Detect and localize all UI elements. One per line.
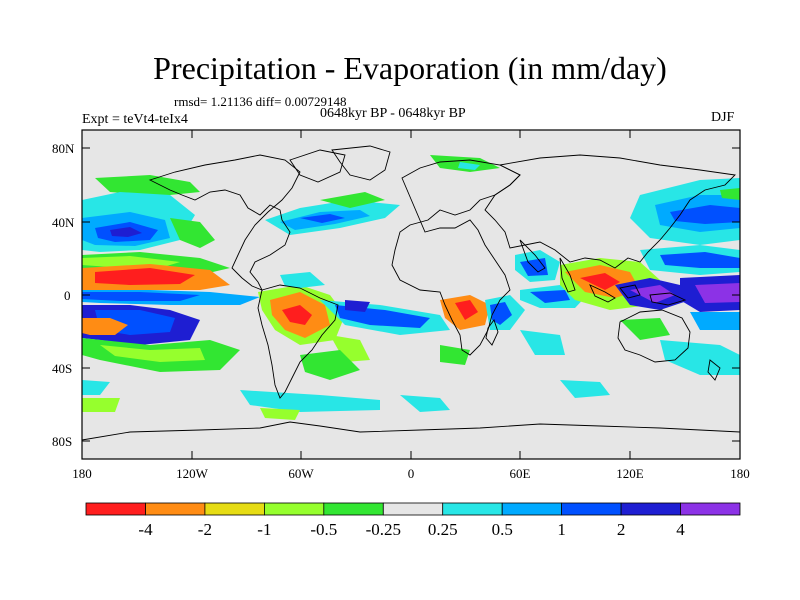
colorbar-tick-label: 1: [557, 520, 566, 539]
period-label: 0648kyr BP - 0648kyr BP: [320, 106, 466, 121]
lon-tick-label: 180: [730, 466, 750, 481]
lon-tick-label: 120E: [616, 466, 644, 481]
lon-tick-label: 180: [72, 466, 92, 481]
colorbar-tick-label: 0.5: [491, 520, 513, 539]
lon-tick-label: 60E: [509, 466, 531, 481]
lat-tick-label: 40S: [52, 361, 73, 376]
colorbar-tick-label: 2: [616, 520, 626, 539]
lat-tick-label: 40N: [52, 215, 75, 230]
lon-tick-label: 0: [407, 466, 415, 481]
lat-tick-label: 80S: [52, 434, 73, 449]
lat-tick-label: 80N: [52, 141, 75, 156]
lon-tick-label: 60W: [288, 466, 314, 481]
colorbar-swatch: [323, 502, 384, 516]
experiment-label: Expt = teVt4-teIx4: [82, 112, 188, 127]
colorbar-swatch: [204, 502, 265, 516]
lon-tick-label: 120W: [176, 466, 208, 481]
colorbar-swatch: [620, 502, 681, 516]
colorbar-swatch: [561, 502, 622, 516]
colorbar-swatch: [85, 502, 146, 516]
lat-tick-label: 0: [64, 288, 71, 303]
colorbar: [85, 502, 741, 516]
precip-field: [82, 155, 740, 420]
colorbar-swatch: [442, 502, 503, 516]
colorbar-tick-label: 0.25: [427, 520, 458, 539]
colorbar-swatch: [263, 502, 325, 516]
colorbar-tick-label: -0.5: [310, 520, 338, 539]
colorbar-tick-label: -4: [138, 520, 153, 539]
coastlines: [81, 145, 741, 441]
colorbar-tick-label: -0.25: [365, 520, 401, 539]
axis-ticks: [82, 130, 740, 459]
colorbar-swatch: [382, 502, 444, 516]
rmsd-diff-stats: rmsd= 1.21136 diff= 0.00729148: [174, 94, 347, 109]
map-panel: [81, 129, 741, 460]
colorbar-swatch: [145, 502, 206, 516]
season-label: DJF: [711, 110, 735, 125]
chart-title: Precipitation - Evaporation (in mm/day): [153, 50, 667, 86]
colorbar-tick-label: -2: [197, 520, 212, 539]
colorbar-tick-label: 4: [676, 520, 685, 539]
colorbar-swatch: [680, 502, 741, 516]
colorbar-tick-label: -1: [257, 520, 272, 539]
colorbar-swatch: [501, 502, 563, 516]
